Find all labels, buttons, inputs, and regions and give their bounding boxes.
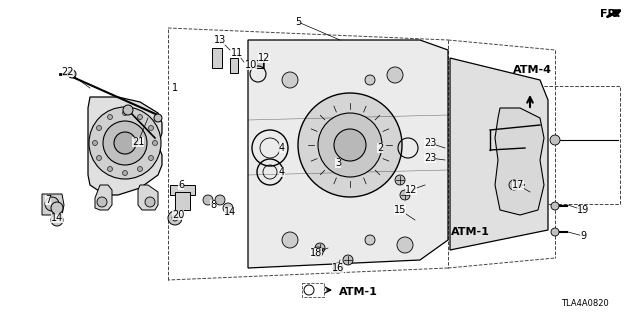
Text: ATM-1: ATM-1 [451, 227, 490, 237]
Circle shape [397, 237, 413, 253]
Circle shape [223, 203, 233, 213]
Circle shape [148, 125, 154, 131]
Polygon shape [88, 97, 162, 195]
Text: 4: 4 [279, 143, 285, 153]
Circle shape [315, 243, 325, 253]
Circle shape [343, 255, 353, 265]
Circle shape [103, 121, 147, 165]
Polygon shape [248, 40, 448, 268]
Circle shape [172, 215, 178, 221]
Circle shape [154, 114, 162, 122]
Bar [230, 58, 238, 73]
Text: 13: 13 [214, 35, 226, 45]
Circle shape [145, 197, 155, 207]
Text: 21: 21 [132, 137, 144, 147]
Circle shape [45, 197, 59, 211]
Text: 18: 18 [310, 248, 322, 258]
Bar [170, 185, 195, 195]
Circle shape [282, 232, 298, 248]
Circle shape [138, 166, 143, 172]
Text: 16: 16 [332, 263, 344, 273]
Circle shape [551, 228, 559, 236]
Bar [175, 192, 190, 210]
Text: FR.: FR. [600, 9, 620, 19]
Circle shape [203, 195, 213, 205]
Text: 9: 9 [580, 231, 586, 241]
Bar [482, 86, 620, 204]
Text: 20: 20 [172, 210, 184, 220]
Text: 12: 12 [258, 53, 270, 63]
Text: 2: 2 [377, 143, 383, 153]
Circle shape [313, 247, 323, 257]
Text: 12: 12 [405, 185, 417, 195]
Text: 11: 11 [231, 48, 243, 58]
Text: 6: 6 [178, 180, 184, 190]
Text: 3: 3 [335, 158, 341, 168]
Circle shape [89, 107, 161, 179]
Text: 7: 7 [45, 195, 51, 205]
Circle shape [152, 140, 157, 146]
Polygon shape [450, 58, 548, 250]
Circle shape [148, 156, 154, 161]
Circle shape [334, 129, 366, 161]
Polygon shape [495, 108, 544, 215]
Circle shape [387, 67, 403, 83]
Polygon shape [138, 185, 158, 210]
Circle shape [138, 115, 143, 119]
Text: 4: 4 [279, 167, 285, 177]
Circle shape [93, 140, 97, 146]
Circle shape [365, 235, 375, 245]
Circle shape [298, 93, 402, 197]
Circle shape [400, 190, 410, 200]
Circle shape [509, 180, 519, 190]
Circle shape [333, 263, 343, 273]
Text: ATM-1: ATM-1 [339, 287, 378, 297]
Text: 5: 5 [295, 17, 301, 27]
Polygon shape [42, 194, 64, 215]
Circle shape [123, 105, 133, 115]
Circle shape [68, 70, 76, 78]
Text: 14: 14 [224, 207, 236, 217]
Circle shape [168, 211, 182, 225]
Circle shape [108, 115, 113, 119]
Bar [212, 48, 222, 68]
Bar [255, 60, 263, 68]
Text: 22: 22 [61, 67, 74, 77]
Circle shape [108, 166, 113, 172]
Circle shape [550, 135, 560, 145]
Circle shape [114, 132, 136, 154]
Text: 19: 19 [577, 205, 589, 215]
Circle shape [97, 197, 107, 207]
Bar [302, 283, 324, 297]
Text: 15: 15 [394, 205, 406, 215]
Circle shape [122, 110, 127, 116]
Text: 8: 8 [210, 200, 216, 210]
Text: 10: 10 [245, 60, 257, 70]
Circle shape [365, 75, 375, 85]
Text: TLA4A0820: TLA4A0820 [561, 300, 609, 308]
Circle shape [395, 175, 405, 185]
Text: 23: 23 [424, 153, 436, 163]
Circle shape [97, 125, 102, 131]
Text: 14: 14 [51, 213, 63, 223]
Circle shape [318, 113, 382, 177]
Circle shape [122, 171, 127, 175]
Circle shape [51, 202, 63, 214]
Circle shape [215, 195, 225, 205]
Circle shape [51, 214, 63, 226]
Text: 23: 23 [424, 138, 436, 148]
Circle shape [551, 202, 559, 210]
Circle shape [282, 72, 298, 88]
Text: ATM-4: ATM-4 [513, 65, 552, 75]
Polygon shape [95, 185, 112, 210]
Circle shape [97, 156, 102, 161]
Text: 1: 1 [172, 83, 178, 93]
Text: 17: 17 [512, 180, 524, 190]
